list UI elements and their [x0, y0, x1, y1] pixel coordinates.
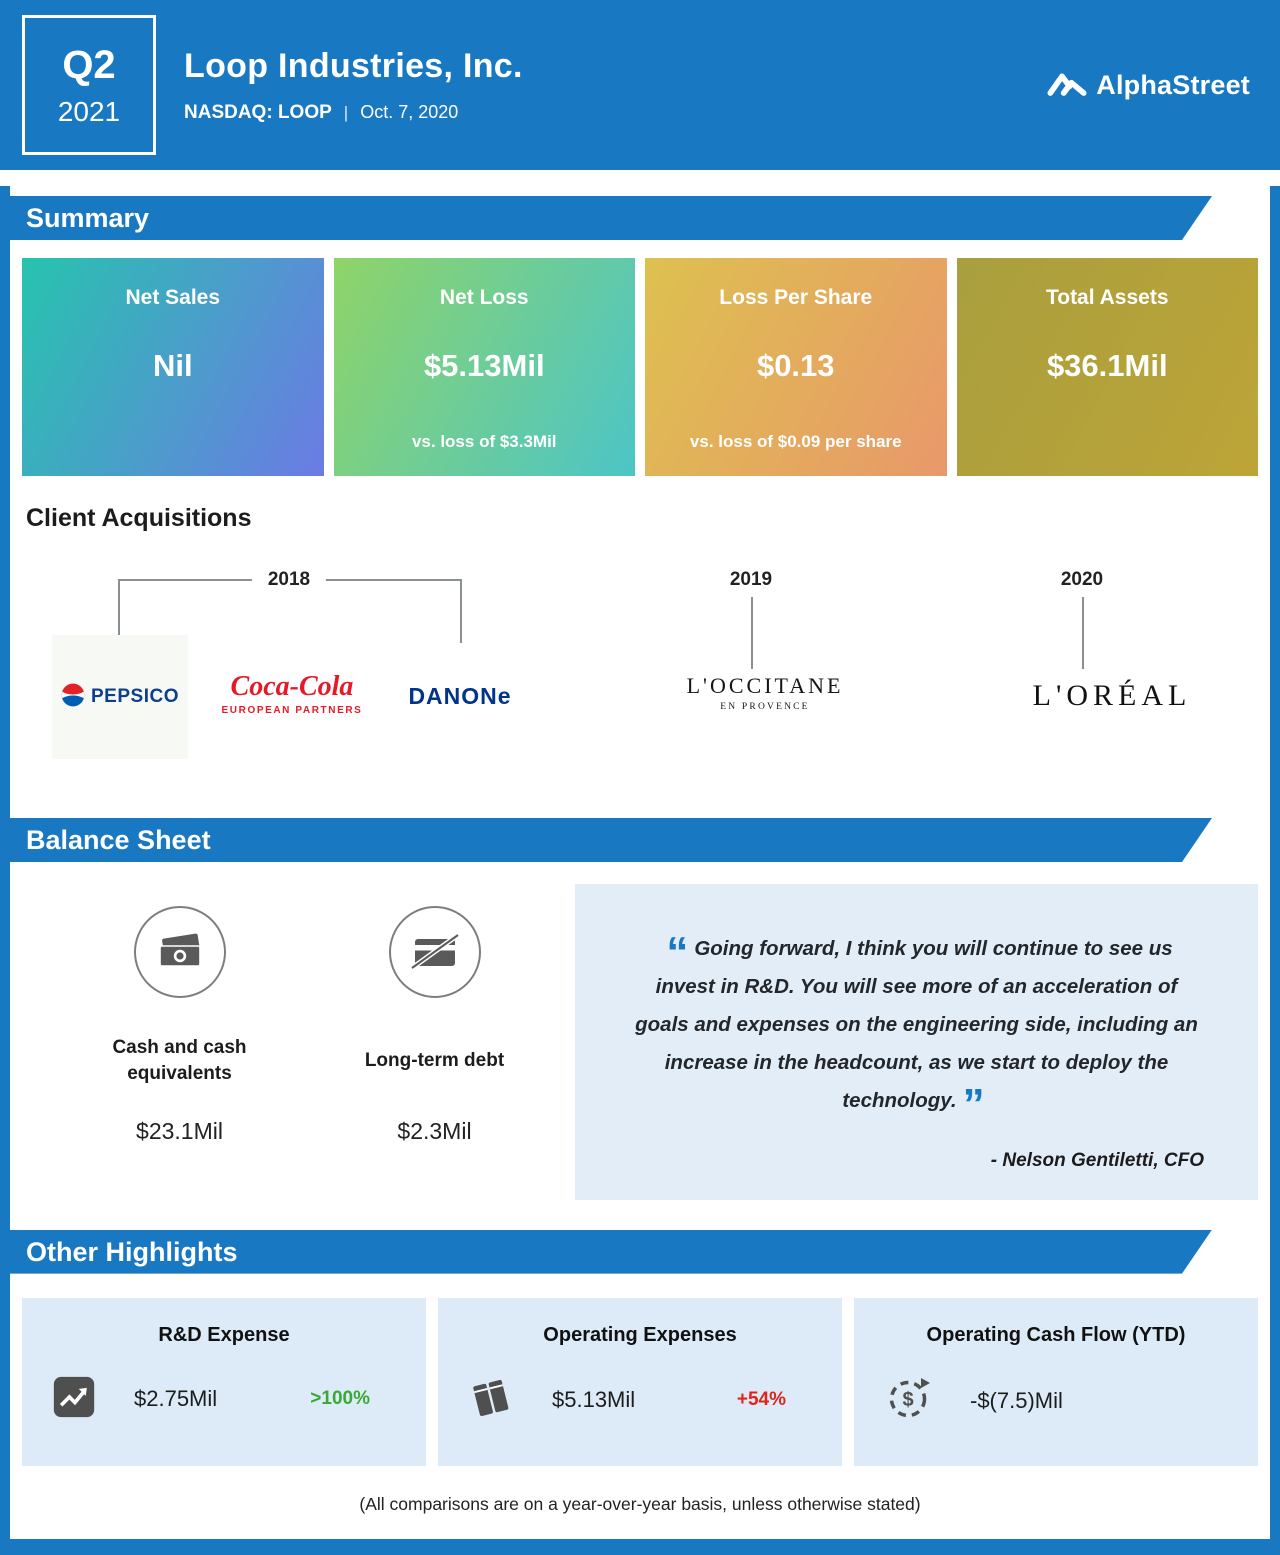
credit-card-off-icon: [388, 906, 481, 998]
danone-logo: DANONe: [380, 683, 540, 710]
highlight-value: $5.13Mil: [552, 1387, 636, 1413]
report-date: Oct. 7, 2020: [360, 101, 459, 122]
cocacola-logo: Coca-Cola EUROPEAN PARTNERS: [192, 671, 392, 716]
highlight-change: +54%: [736, 1389, 786, 1411]
quote-attribution: - Nelson Gentiletti, CFO: [990, 1149, 1204, 1171]
client-acquisitions-title: Client Acquisitions: [26, 504, 252, 532]
balance-item-label: Long-term debt: [364, 1050, 505, 1072]
loreal-logo: L'ORÉAL: [1002, 679, 1222, 713]
highlight-label: Operating Cash Flow (YTD): [926, 1323, 1186, 1346]
year-label: 2021: [57, 95, 121, 127]
quarter-box: Q2 2021: [22, 15, 156, 155]
books-icon: [468, 1375, 514, 1426]
cfo-quote-text: “Going forward, I think you will continu…: [629, 928, 1204, 1127]
close-quote-icon: ”: [962, 1079, 985, 1129]
balance-sheet-banner: Balance Sheet: [10, 818, 1212, 862]
highlight-label: Operating Expenses: [543, 1323, 737, 1346]
timeline-drop-2019: [751, 597, 753, 669]
highlight-label: R&D Expense: [158, 1323, 290, 1346]
timeline-drop-2018-right: [460, 579, 462, 643]
pepsico-wordmark: PEPSICO: [91, 686, 179, 707]
summary-card-net-loss: Net Loss $5.13Mil vs. loss of $3.3Mil: [333, 258, 635, 476]
ticker-separator: |: [343, 102, 349, 122]
highlight-card-operating-expenses: Operating Expenses $5.13Mil +54%: [438, 1297, 842, 1466]
content-frame: Summary Net Sales Nil Net Loss $5.13Mil …: [0, 186, 1280, 1555]
summary-cards: Net Sales Nil Net Loss $5.13Mil vs. loss…: [22, 258, 1258, 476]
report-header: Q2 2021 Loop Industries, Inc. NASDAQ: LO…: [0, 0, 1280, 170]
pepsico-logo: PEPSICO: [52, 635, 188, 759]
pepsico-globe-icon: [61, 683, 85, 712]
balance-item-debt: Long-term debt $2.3Mil: [347, 906, 522, 1200]
highlight-card-rd-expense: R&D Expense $2.75Mil >100%: [22, 1297, 426, 1466]
loccitane-wordmark: L'OCCITANE: [686, 673, 844, 698]
quote-body: Going forward, I think you will continue…: [635, 937, 1198, 1112]
cash-flow-icon: $: [884, 1375, 932, 1428]
timeline-drop-2018-left: [118, 579, 120, 643]
timeline-year-2019: 2019: [713, 569, 789, 591]
danone-wordmark: DANONe: [408, 683, 512, 709]
timeline-year-2020: 2020: [1044, 569, 1120, 591]
card-label: Net Loss: [439, 286, 529, 309]
timeline-drop-2020: [1082, 597, 1084, 669]
card-label: Net Sales: [125, 286, 221, 309]
card-subtext: vs. loss of $0.09 per share: [689, 432, 902, 451]
ticker-symbol: NASDAQ: LOOP: [184, 101, 332, 123]
balance-item-value: $23.1Mil: [136, 1118, 223, 1144]
cocacola-wordmark: Coca-Cola: [230, 671, 354, 702]
summary-card-total-assets: Total Assets $36.1Mil: [956, 258, 1258, 476]
highlight-cards: R&D Expense $2.75Mil >100% Operating Exp…: [22, 1297, 1258, 1466]
card-label: Total Assets: [1045, 286, 1169, 309]
balance-item-label: Cash and cash equivalents: [112, 1037, 247, 1084]
alphastreet-logo: AlphaStreet: [1047, 68, 1250, 103]
loccitane-logo: L'OCCITANE EN PROVENCE: [655, 673, 875, 712]
other-highlights-banner: Other Highlights: [10, 1230, 1212, 1274]
highlight-card-operating-cash-flow: Operating Cash Flow (YTD) $ -$(7.5)Mil: [854, 1297, 1258, 1466]
card-value: Nil: [152, 348, 193, 383]
summary-card-loss-per-share: Loss Per Share $0.13 vs. loss of $0.09 p…: [645, 258, 947, 476]
chart-icon: [52, 1375, 96, 1424]
comparison-footnote: (All comparisons are on a year-over-year…: [359, 1493, 921, 1514]
highlight-change: >100%: [310, 1388, 370, 1410]
card-value: $0.13: [756, 348, 835, 383]
summary-card-net-sales: Net Sales Nil: [22, 258, 324, 476]
card-subtext: vs. loss of $3.3Mil: [411, 432, 557, 451]
balance-item-value: $2.3Mil: [397, 1118, 472, 1144]
loreal-wordmark: L'ORÉAL: [1032, 679, 1192, 712]
card-value: $5.13Mil: [423, 348, 545, 383]
card-subtext: [967, 432, 1249, 452]
cfo-quote-box: “Going forward, I think you will continu…: [575, 884, 1258, 1200]
balance-item-cash: Cash and cash equivalents $23.1Mil: [92, 906, 267, 1200]
cash-icon: [133, 906, 226, 998]
alphastreet-chevron-icon: [1047, 68, 1087, 103]
card-subtext: [32, 432, 314, 452]
company-name: Loop Industries, Inc.: [184, 46, 523, 85]
timeline-year-2018: 2018: [251, 569, 327, 591]
card-value: $36.1Mil: [1046, 348, 1168, 383]
highlight-value: -$(7.5)Mil: [970, 1388, 1063, 1414]
balance-sheet-section: Cash and cash equivalents $23.1Mil Long-…: [22, 884, 1258, 1200]
quarter-label: Q2: [62, 42, 116, 87]
cocacola-subtext: EUROPEAN PARTNERS: [221, 705, 363, 716]
highlight-value: $2.75Mil: [134, 1386, 218, 1412]
svg-text:$: $: [902, 1389, 913, 1411]
summary-banner: Summary: [10, 196, 1212, 240]
client-acquisitions-timeline: 2018 2019 2020 PEPSICO Coca-Cola EUROPEA…: [22, 533, 1258, 788]
loccitane-subtext: EN PROVENCE: [720, 702, 810, 712]
card-label: Loss Per Share: [719, 286, 873, 309]
open-quote-icon: “: [666, 928, 689, 977]
brand-name: AlphaStreet: [1096, 69, 1250, 100]
ticker-line: NASDAQ: LOOP | Oct. 7, 2020: [184, 102, 1047, 124]
